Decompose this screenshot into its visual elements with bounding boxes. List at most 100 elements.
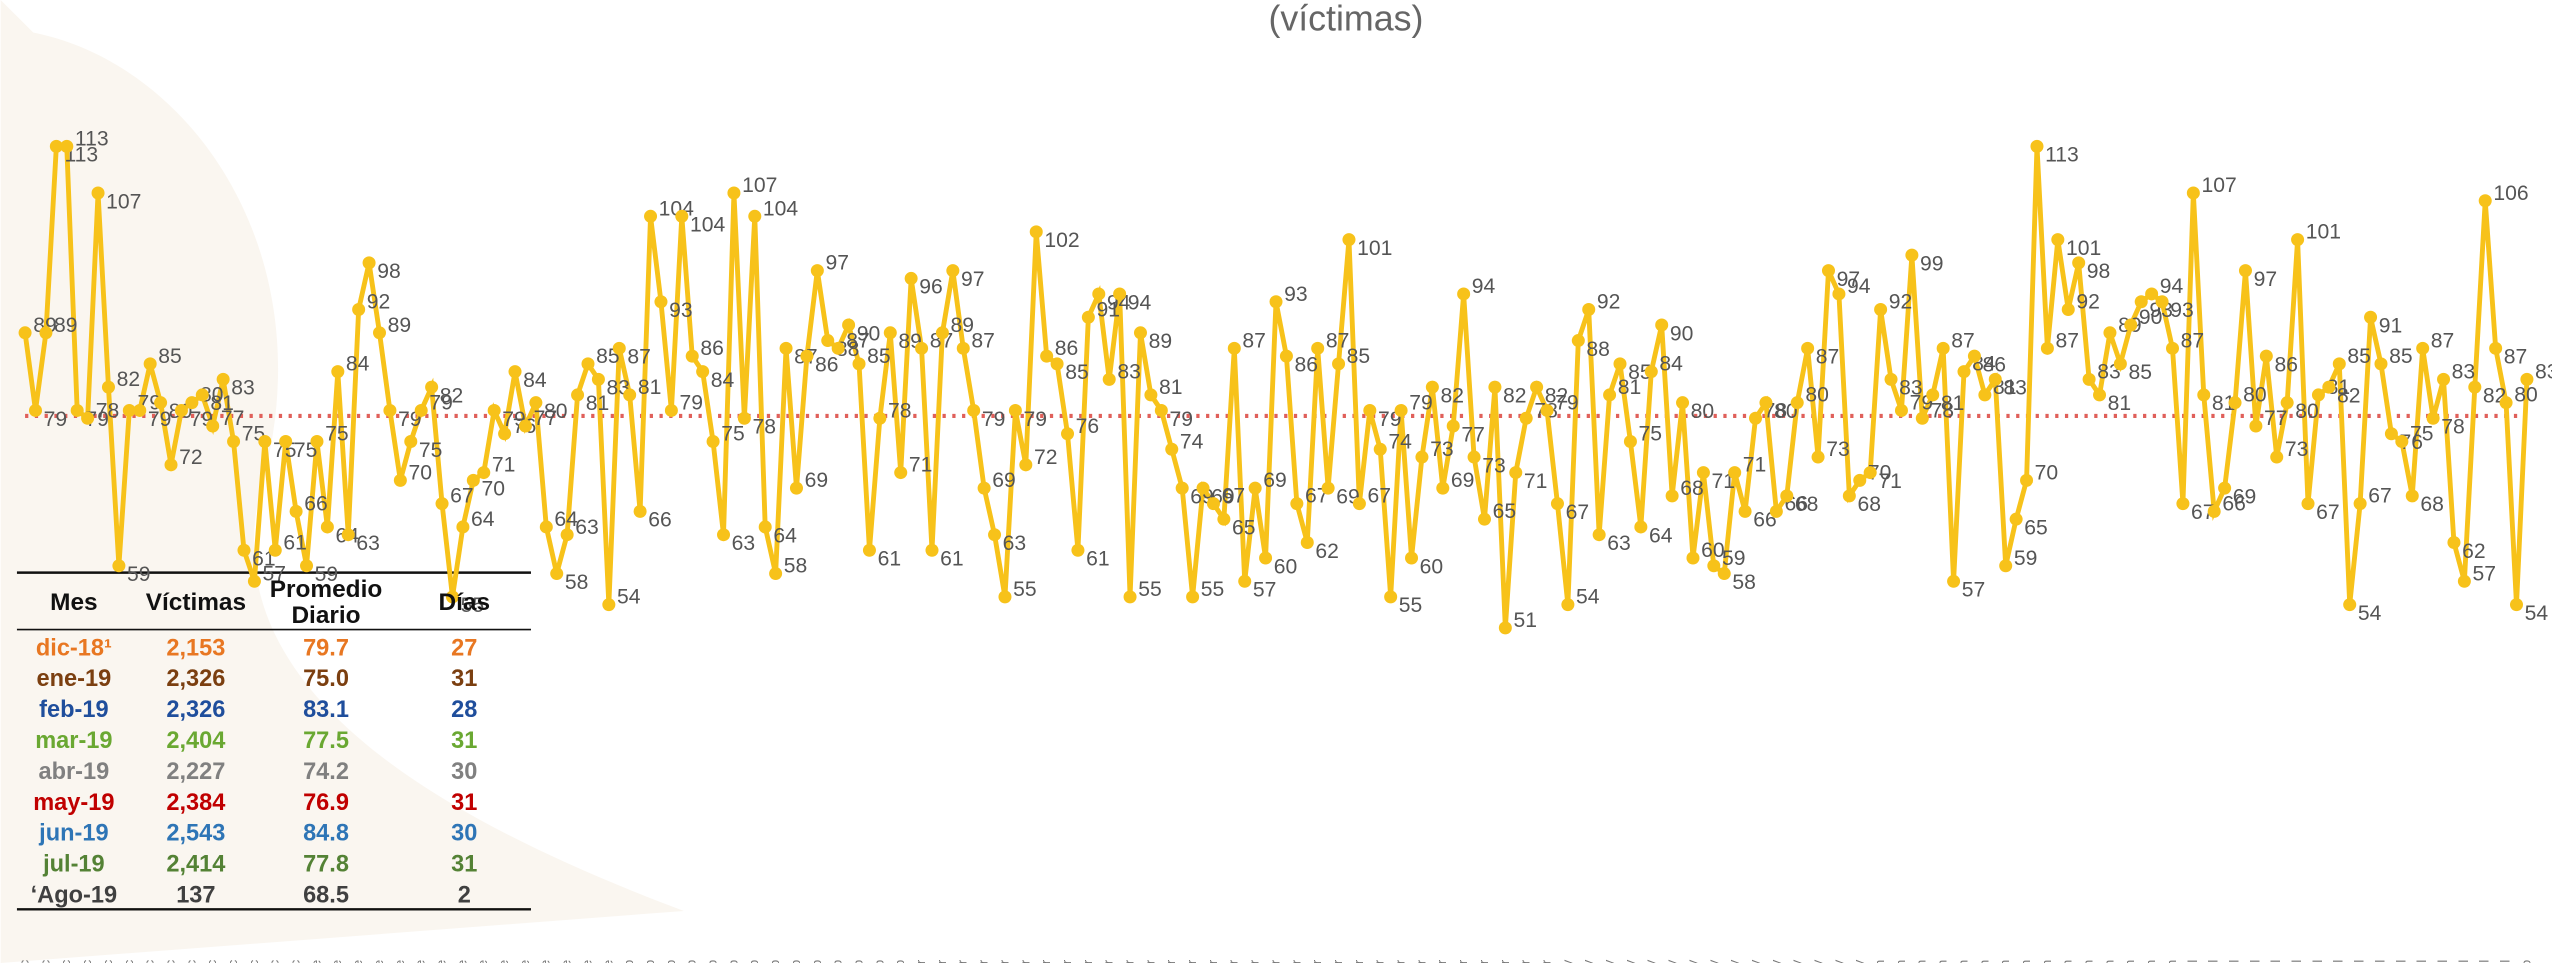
data-label: 87 <box>971 329 995 352</box>
point <box>352 303 365 316</box>
point <box>707 435 720 448</box>
point <box>2124 319 2137 332</box>
point <box>2281 396 2294 409</box>
point <box>394 474 407 487</box>
table-cell: 68.5 <box>303 882 349 908</box>
data-label: 79 <box>44 408 67 431</box>
x-tick-label: 10-may <box>1643 959 1658 963</box>
data-label: 92 <box>2076 291 2100 314</box>
x-tick-label: 29-jul <box>2477 960 2492 963</box>
data-label: 81 <box>2108 392 2132 415</box>
table-cell: ene-19 <box>37 665 112 691</box>
data-label: 85 <box>867 345 891 368</box>
data-label: 75 <box>419 439 443 462</box>
x-tick-label: 25-jul <box>2435 960 2450 963</box>
point <box>1874 303 1887 316</box>
point <box>863 544 876 557</box>
point <box>1822 264 1835 277</box>
data-label: 98 <box>377 260 401 283</box>
point <box>1332 357 1345 370</box>
point <box>1603 388 1616 401</box>
point <box>2489 342 2502 355</box>
point <box>1395 404 1408 417</box>
point <box>988 528 1001 541</box>
data-label: 61 <box>283 531 307 554</box>
point <box>206 419 219 432</box>
table-cell: dic-18¹ <box>36 634 112 660</box>
point <box>1686 552 1699 565</box>
point <box>331 365 344 378</box>
x-tick-label: 21-dic <box>183 959 198 963</box>
x-tick-label: 25-dic <box>225 959 240 963</box>
data-label: 88 <box>1586 338 1610 361</box>
data-label: 113 <box>2045 144 2079 167</box>
x-tick-label: 22-may <box>1768 959 1783 963</box>
point <box>154 396 167 409</box>
point <box>1030 225 1043 238</box>
x-tick-label: 29-mar <box>1205 959 1220 963</box>
point <box>550 567 563 580</box>
data-label: 87 <box>2181 329 2205 352</box>
x-tick-label: 28-abr <box>1518 959 1533 963</box>
point <box>727 186 740 199</box>
table-cell: 84.8 <box>303 820 349 846</box>
table-cell: 2,543 <box>166 820 225 846</box>
point <box>1895 404 1908 417</box>
data-label: 63 <box>1003 532 1026 555</box>
point <box>1207 497 1220 510</box>
chart-title: (víctimas) <box>1268 0 1423 39</box>
point <box>665 404 678 417</box>
point <box>477 466 490 479</box>
data-label: 75 <box>1639 423 1663 446</box>
point <box>780 342 793 355</box>
point <box>2302 497 2315 510</box>
point <box>1499 621 1512 634</box>
point <box>60 140 73 153</box>
data-label: 59 <box>1722 547 1746 570</box>
table-cell: 75.0 <box>303 665 349 691</box>
data-label: 104 <box>690 214 725 237</box>
point <box>832 342 845 355</box>
point <box>2447 536 2460 549</box>
point <box>2416 342 2429 355</box>
data-label: 62 <box>2462 540 2486 563</box>
data-label: 60 <box>1274 555 1298 578</box>
point <box>1155 404 1168 417</box>
point <box>2197 388 2210 401</box>
data-label: 64 <box>471 508 495 531</box>
point <box>2239 264 2252 277</box>
table-cell: 28 <box>451 696 477 722</box>
point <box>1978 388 1991 401</box>
point <box>2260 350 2273 363</box>
data-label: 84 <box>346 353 370 376</box>
data-label: 70 <box>408 461 432 484</box>
point <box>1249 482 1262 495</box>
point <box>144 357 157 370</box>
data-label: 80 <box>544 400 568 423</box>
data-label: 92 <box>367 291 391 314</box>
x-tick-label: 12-may <box>1664 959 1679 963</box>
point <box>1363 404 1376 417</box>
point <box>1040 350 1053 363</box>
x-tick-label: 20-abr <box>1434 959 1449 963</box>
x-tick-label: 26-abr <box>1497 959 1512 963</box>
point <box>196 388 209 401</box>
point <box>1739 505 1752 518</box>
data-label: 67 <box>2368 485 2392 508</box>
point <box>1113 287 1126 300</box>
data-label: 71 <box>1878 470 1902 493</box>
table-cell: 2,227 <box>166 758 225 784</box>
x-tick-label: 27-jul <box>2456 960 2471 963</box>
point <box>1989 373 2002 386</box>
x-tick-label: 09-mar <box>996 959 1011 963</box>
data-label: 89 <box>388 314 412 337</box>
point <box>1530 381 1543 394</box>
data-label: 79 <box>982 408 1006 431</box>
point <box>2145 287 2158 300</box>
x-tick-label: 14-may <box>1684 959 1699 963</box>
point <box>1728 466 1741 479</box>
x-tick-label: 30-abr <box>1538 959 1553 963</box>
table-header: Promedio <box>270 576 383 603</box>
point <box>425 381 438 394</box>
x-tick-label: 31-jul <box>2498 960 2513 963</box>
